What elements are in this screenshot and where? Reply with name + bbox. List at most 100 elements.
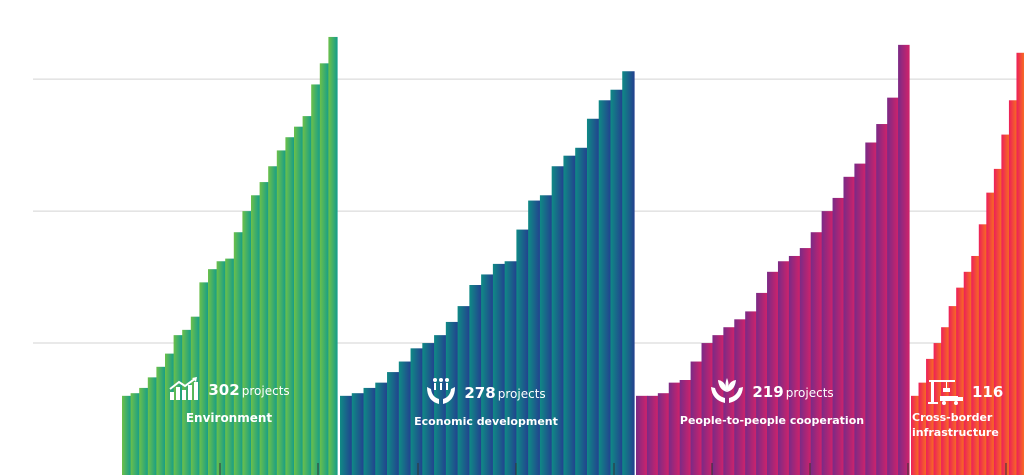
series-1 bbox=[122, 36, 338, 475]
bar bbox=[586, 118, 600, 475]
series-2 bbox=[340, 71, 635, 475]
bar bbox=[139, 387, 149, 475]
bar bbox=[963, 271, 972, 475]
bar bbox=[528, 200, 541, 475]
bar-series bbox=[122, 36, 1024, 475]
bar bbox=[1001, 134, 1010, 475]
bar bbox=[712, 335, 724, 475]
bar bbox=[319, 63, 329, 475]
bar bbox=[745, 311, 757, 475]
hands-with-people-icon bbox=[427, 378, 456, 404]
bar bbox=[777, 261, 790, 475]
people-to-people-count: 219 bbox=[752, 382, 784, 401]
bar bbox=[876, 124, 888, 475]
bar bbox=[422, 343, 435, 475]
bar bbox=[398, 361, 412, 475]
bar bbox=[575, 147, 588, 475]
bar bbox=[723, 327, 735, 475]
bar bbox=[956, 287, 965, 475]
bar bbox=[898, 44, 910, 475]
rising-chart-icon bbox=[169, 377, 199, 400]
bar bbox=[351, 393, 365, 475]
bar bbox=[926, 358, 935, 475]
bar bbox=[492, 263, 506, 475]
bar bbox=[734, 319, 746, 475]
people-to-people-name: People-to-people cooperation bbox=[679, 414, 865, 427]
bar bbox=[788, 255, 801, 475]
bar bbox=[799, 248, 812, 475]
cross-border-infrastructure-count: 116 bbox=[972, 383, 1004, 401]
bar bbox=[434, 335, 447, 475]
series-4 bbox=[911, 52, 1024, 475]
bar bbox=[646, 395, 659, 475]
series-3 bbox=[636, 44, 910, 475]
bar bbox=[147, 377, 157, 475]
bar bbox=[832, 197, 845, 475]
hands-with-leaves-icon bbox=[711, 378, 744, 403]
bar bbox=[767, 271, 779, 475]
economic-development-count: 278 bbox=[464, 383, 496, 402]
bar bbox=[978, 224, 987, 475]
bar bbox=[216, 261, 226, 475]
economic-development-name: Economic development bbox=[414, 415, 558, 428]
bar bbox=[563, 155, 576, 475]
bar bbox=[165, 353, 175, 475]
bar bbox=[941, 327, 950, 475]
bar bbox=[122, 395, 132, 475]
bar bbox=[701, 343, 714, 475]
bar bbox=[971, 255, 980, 475]
bar bbox=[948, 306, 957, 475]
bar bbox=[199, 282, 209, 475]
bar bbox=[375, 382, 388, 475]
bar bbox=[285, 137, 295, 475]
environment-count: 302 bbox=[208, 380, 240, 399]
bar bbox=[340, 395, 353, 475]
bar bbox=[311, 84, 321, 475]
bar bbox=[810, 232, 823, 475]
bar bbox=[457, 306, 470, 475]
cross-border-infrastructure-name: Cross-border infrastructure bbox=[912, 411, 999, 439]
bar bbox=[259, 182, 269, 475]
bar bbox=[657, 393, 670, 475]
bar bbox=[854, 163, 866, 475]
bar bbox=[610, 89, 623, 475]
economic-development-unit: projects bbox=[497, 386, 546, 401]
environment-unit: projects bbox=[241, 383, 290, 398]
bar bbox=[516, 229, 529, 475]
cross-border-infrastructure-label: 116 Cross-border infrastructure bbox=[912, 377, 1024, 440]
people-to-people-unit: projects bbox=[785, 385, 834, 400]
economic-development-label: 278 projects Economic development bbox=[340, 377, 632, 429]
bar bbox=[598, 100, 612, 475]
axis-ticks bbox=[219, 463, 1007, 475]
bar bbox=[233, 232, 243, 475]
bar bbox=[225, 258, 235, 475]
bar bbox=[251, 195, 261, 475]
bar bbox=[668, 382, 681, 475]
bar bbox=[182, 329, 192, 475]
bar bbox=[363, 387, 376, 475]
bar bbox=[294, 126, 304, 475]
bar bbox=[387, 372, 400, 475]
bar bbox=[821, 211, 834, 475]
bar bbox=[887, 97, 899, 475]
bar bbox=[756, 292, 768, 475]
bar bbox=[130, 393, 140, 475]
bar bbox=[539, 195, 553, 475]
bar bbox=[843, 176, 855, 475]
bar bbox=[276, 150, 286, 475]
environment-label: 302 projects Environment bbox=[122, 377, 336, 426]
bar bbox=[993, 168, 1002, 475]
bar bbox=[268, 166, 278, 475]
bar bbox=[504, 261, 517, 475]
bar bbox=[933, 343, 942, 475]
bar bbox=[1016, 52, 1024, 475]
bar bbox=[918, 382, 927, 475]
bar bbox=[622, 71, 635, 475]
bar bbox=[551, 166, 565, 475]
bar bbox=[986, 192, 995, 475]
crane-and-truck-icon bbox=[928, 380, 963, 405]
bar bbox=[911, 395, 920, 475]
bar bbox=[410, 348, 423, 475]
bar bbox=[156, 366, 166, 475]
